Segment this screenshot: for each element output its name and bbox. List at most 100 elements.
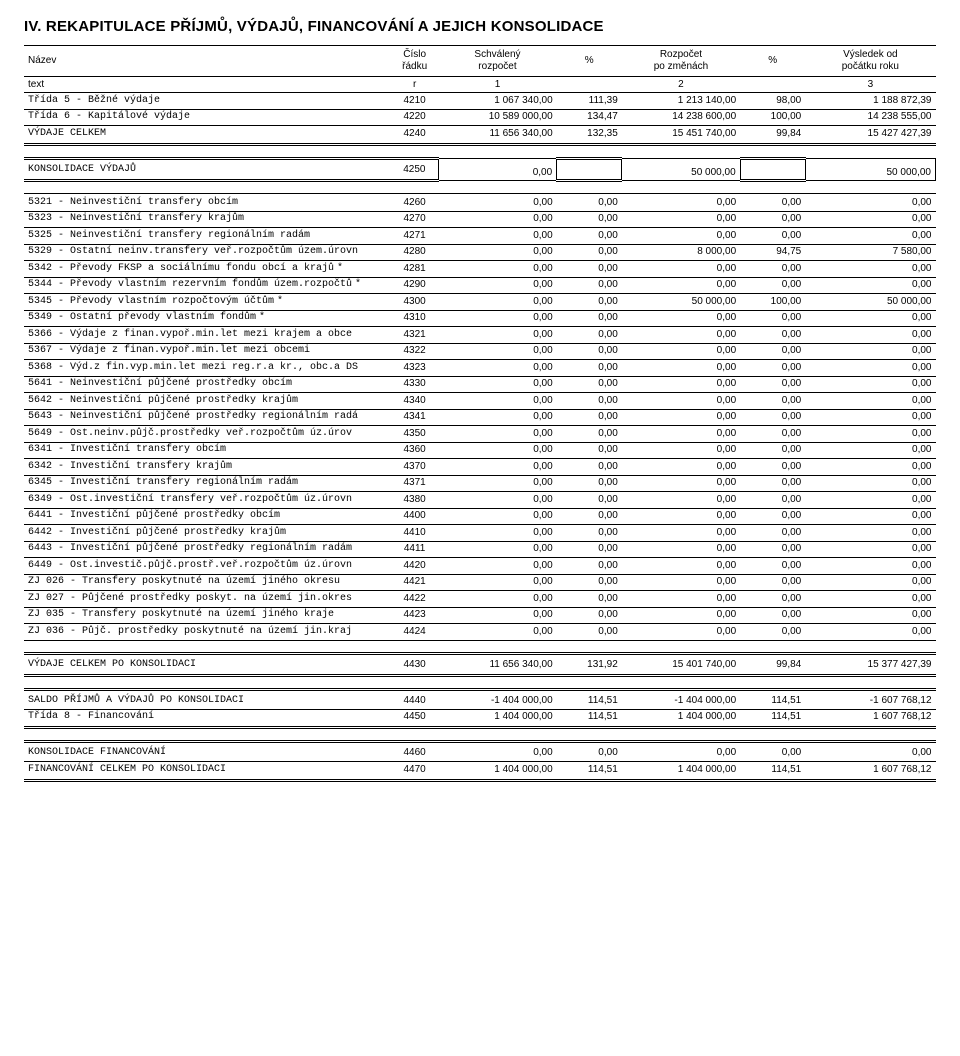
cell-v2: 0,00	[622, 261, 740, 278]
cell-v3: 1 607 768,12	[805, 762, 935, 781]
cell-r: 4423	[391, 607, 438, 624]
table-row: 5641 - Neinvestiční půjčené prostředky o…	[24, 376, 936, 393]
cell-v1: 0,00	[438, 343, 556, 360]
cell-name: KONSOLIDACE VÝDAJŮ	[24, 158, 391, 180]
cell-p1: 0,00	[557, 393, 622, 410]
hdr-v2: Rozpočet po změnách	[622, 46, 740, 77]
hdr-p1: %	[557, 46, 622, 77]
cell-r: 4220	[391, 109, 438, 126]
cell-p2: 0,00	[740, 409, 805, 426]
recap-table: Název Číslo řádku Schválený rozpočet % R…	[24, 45, 936, 782]
cell-p2: 0,00	[740, 228, 805, 245]
cell-v3: 0,00	[805, 310, 935, 327]
cell-name: Třída 8 - Financování	[24, 709, 391, 728]
table-row: 5323 - Neinvestiční transfery krajům4270…	[24, 211, 936, 228]
table-row: 5329 - Ostatní neinv.transfery veř.rozpo…	[24, 244, 936, 261]
cell-r: 4460	[391, 742, 438, 762]
cell-p1: 0,00	[557, 475, 622, 492]
cell-name: ZJ 035 - Transfery poskytnuté na území j…	[24, 607, 391, 624]
cell-v3: 0,00	[805, 742, 935, 762]
cell-v2: 0,00	[622, 492, 740, 509]
cell-name: VÝDAJE CELKEM PO KONSOLIDACI	[24, 653, 391, 675]
cell-r: 4321	[391, 327, 438, 344]
cell-p1: 0,00	[557, 459, 622, 476]
table-row: Třída 6 - Kapitálové výdaje422010 589 00…	[24, 109, 936, 126]
cell-p1: 0,00	[557, 261, 622, 278]
cell-p2: 100,00	[740, 109, 805, 126]
cell-v3: 0,00	[805, 492, 935, 509]
cell-p1: 0,00	[557, 376, 622, 393]
saldo-row: SALDO PŘÍJMŮ A VÝDAJŮ PO KONSOLIDACI 444…	[24, 689, 936, 709]
cell-p2: 0,00	[740, 475, 805, 492]
cell-v3: 0,00	[805, 360, 935, 377]
table-row: 5325 - Neinvestiční transfery regionální…	[24, 228, 936, 245]
hdr-v3: Výsledek od počátku roku	[805, 46, 935, 77]
cell-name: 5642 - Neinvestiční půjčené prostředky k…	[24, 393, 391, 410]
cell-r: 4271	[391, 228, 438, 245]
cell-p1: 114,51	[557, 762, 622, 781]
cell-v1: -1 404 000,00	[438, 689, 556, 709]
hdr2-v2: 2	[622, 77, 740, 93]
cell-v3: 50 000,00	[805, 294, 935, 311]
cell-name: ZJ 036 - Půjč. prostředky poskytnuté na …	[24, 624, 391, 641]
cell-v1: 11 656 340,00	[438, 126, 556, 145]
cell-p1: 132,35	[557, 126, 622, 145]
cell-p1: 0,00	[557, 193, 622, 211]
table-row: 5344 - Převody vlastním rezervním fondům…	[24, 277, 936, 294]
cell-name: SALDO PŘÍJMŮ A VÝDAJŮ PO KONSOLIDACI	[24, 689, 391, 709]
cell-p2: 98,00	[740, 93, 805, 110]
hdr-name: Název	[24, 46, 391, 77]
cell-v3: 0,00	[805, 574, 935, 591]
cell-v1: 0,00	[438, 360, 556, 377]
cell-v2: 1 404 000,00	[622, 762, 740, 781]
cell-r: 4300	[391, 294, 438, 311]
cell-name: 5643 - Neinvestiční půjčené prostředky r…	[24, 409, 391, 426]
cell-p2: 0,00	[740, 360, 805, 377]
cell-v1: 0,00	[438, 409, 556, 426]
cell-v2: 1 404 000,00	[622, 709, 740, 728]
cell-v2: 0,00	[622, 508, 740, 525]
cell-v1: 10 589 000,00	[438, 109, 556, 126]
cell-v2: 0,00	[622, 310, 740, 327]
cell-name: 5366 - Výdaje z finan.vypoř.min.let mezi…	[24, 327, 391, 344]
cell-v3: 0,00	[805, 376, 935, 393]
cell-name: 5323 - Neinvestiční transfery krajům	[24, 211, 391, 228]
cell-r: 4380	[391, 492, 438, 509]
cell-v2: 0,00	[622, 541, 740, 558]
cell-p1: 114,51	[557, 689, 622, 709]
cell-p1: 0,00	[557, 591, 622, 608]
cell-name: Třída 6 - Kapitálové výdaje	[24, 109, 391, 126]
cell-p2: 99,84	[740, 653, 805, 675]
cell-r: 4250	[391, 158, 438, 180]
hdr-p2: %	[740, 46, 805, 77]
cell-r: 4430	[391, 653, 438, 675]
cell-v1: 0,00	[438, 193, 556, 211]
cell-r: 4323	[391, 360, 438, 377]
cell-r: 4371	[391, 475, 438, 492]
cell-name: 5342 - Převody FKSP a sociálnímu fondu o…	[24, 261, 391, 278]
table-row: Třída 5 - Běžné výdaje42101 067 340,0011…	[24, 93, 936, 110]
cell-v2: 0,00	[622, 525, 740, 542]
cell-p2: 0,00	[740, 624, 805, 641]
cell-name: VÝDAJE CELKEM	[24, 126, 391, 145]
cell-p1: 0,00	[557, 624, 622, 641]
cell-p1: 131,92	[557, 653, 622, 675]
cell-r: 4410	[391, 525, 438, 542]
kons-vydaju-row: KONSOLIDACE VÝDAJŮ 4250 0,00 50 000,00 5…	[24, 158, 936, 180]
cell-v1: 11 656 340,00	[438, 653, 556, 675]
cell-v1: 0,00	[438, 294, 556, 311]
cell-r: 4280	[391, 244, 438, 261]
cell-p2: 0,00	[740, 376, 805, 393]
cell-v1: 0,00	[438, 558, 556, 575]
cell-v3: 0,00	[805, 442, 935, 459]
cell-r: 4270	[391, 211, 438, 228]
cell-r: 4422	[391, 591, 438, 608]
cell-p2: 0,00	[740, 393, 805, 410]
trida8-row: Třída 8 - Financování 4450 1 404 000,00 …	[24, 709, 936, 728]
table-row: 5321 - Neinvestiční transfery obcím42600…	[24, 193, 936, 211]
cell-r: 4240	[391, 126, 438, 145]
cell-name: KONSOLIDACE FINANCOVÁNÍ	[24, 742, 391, 762]
cell-p2: 0,00	[740, 574, 805, 591]
cell-v2: 0,00	[622, 193, 740, 211]
vydaje-po-kons-row: VÝDAJE CELKEM PO KONSOLIDACI 4430 11 656…	[24, 653, 936, 675]
